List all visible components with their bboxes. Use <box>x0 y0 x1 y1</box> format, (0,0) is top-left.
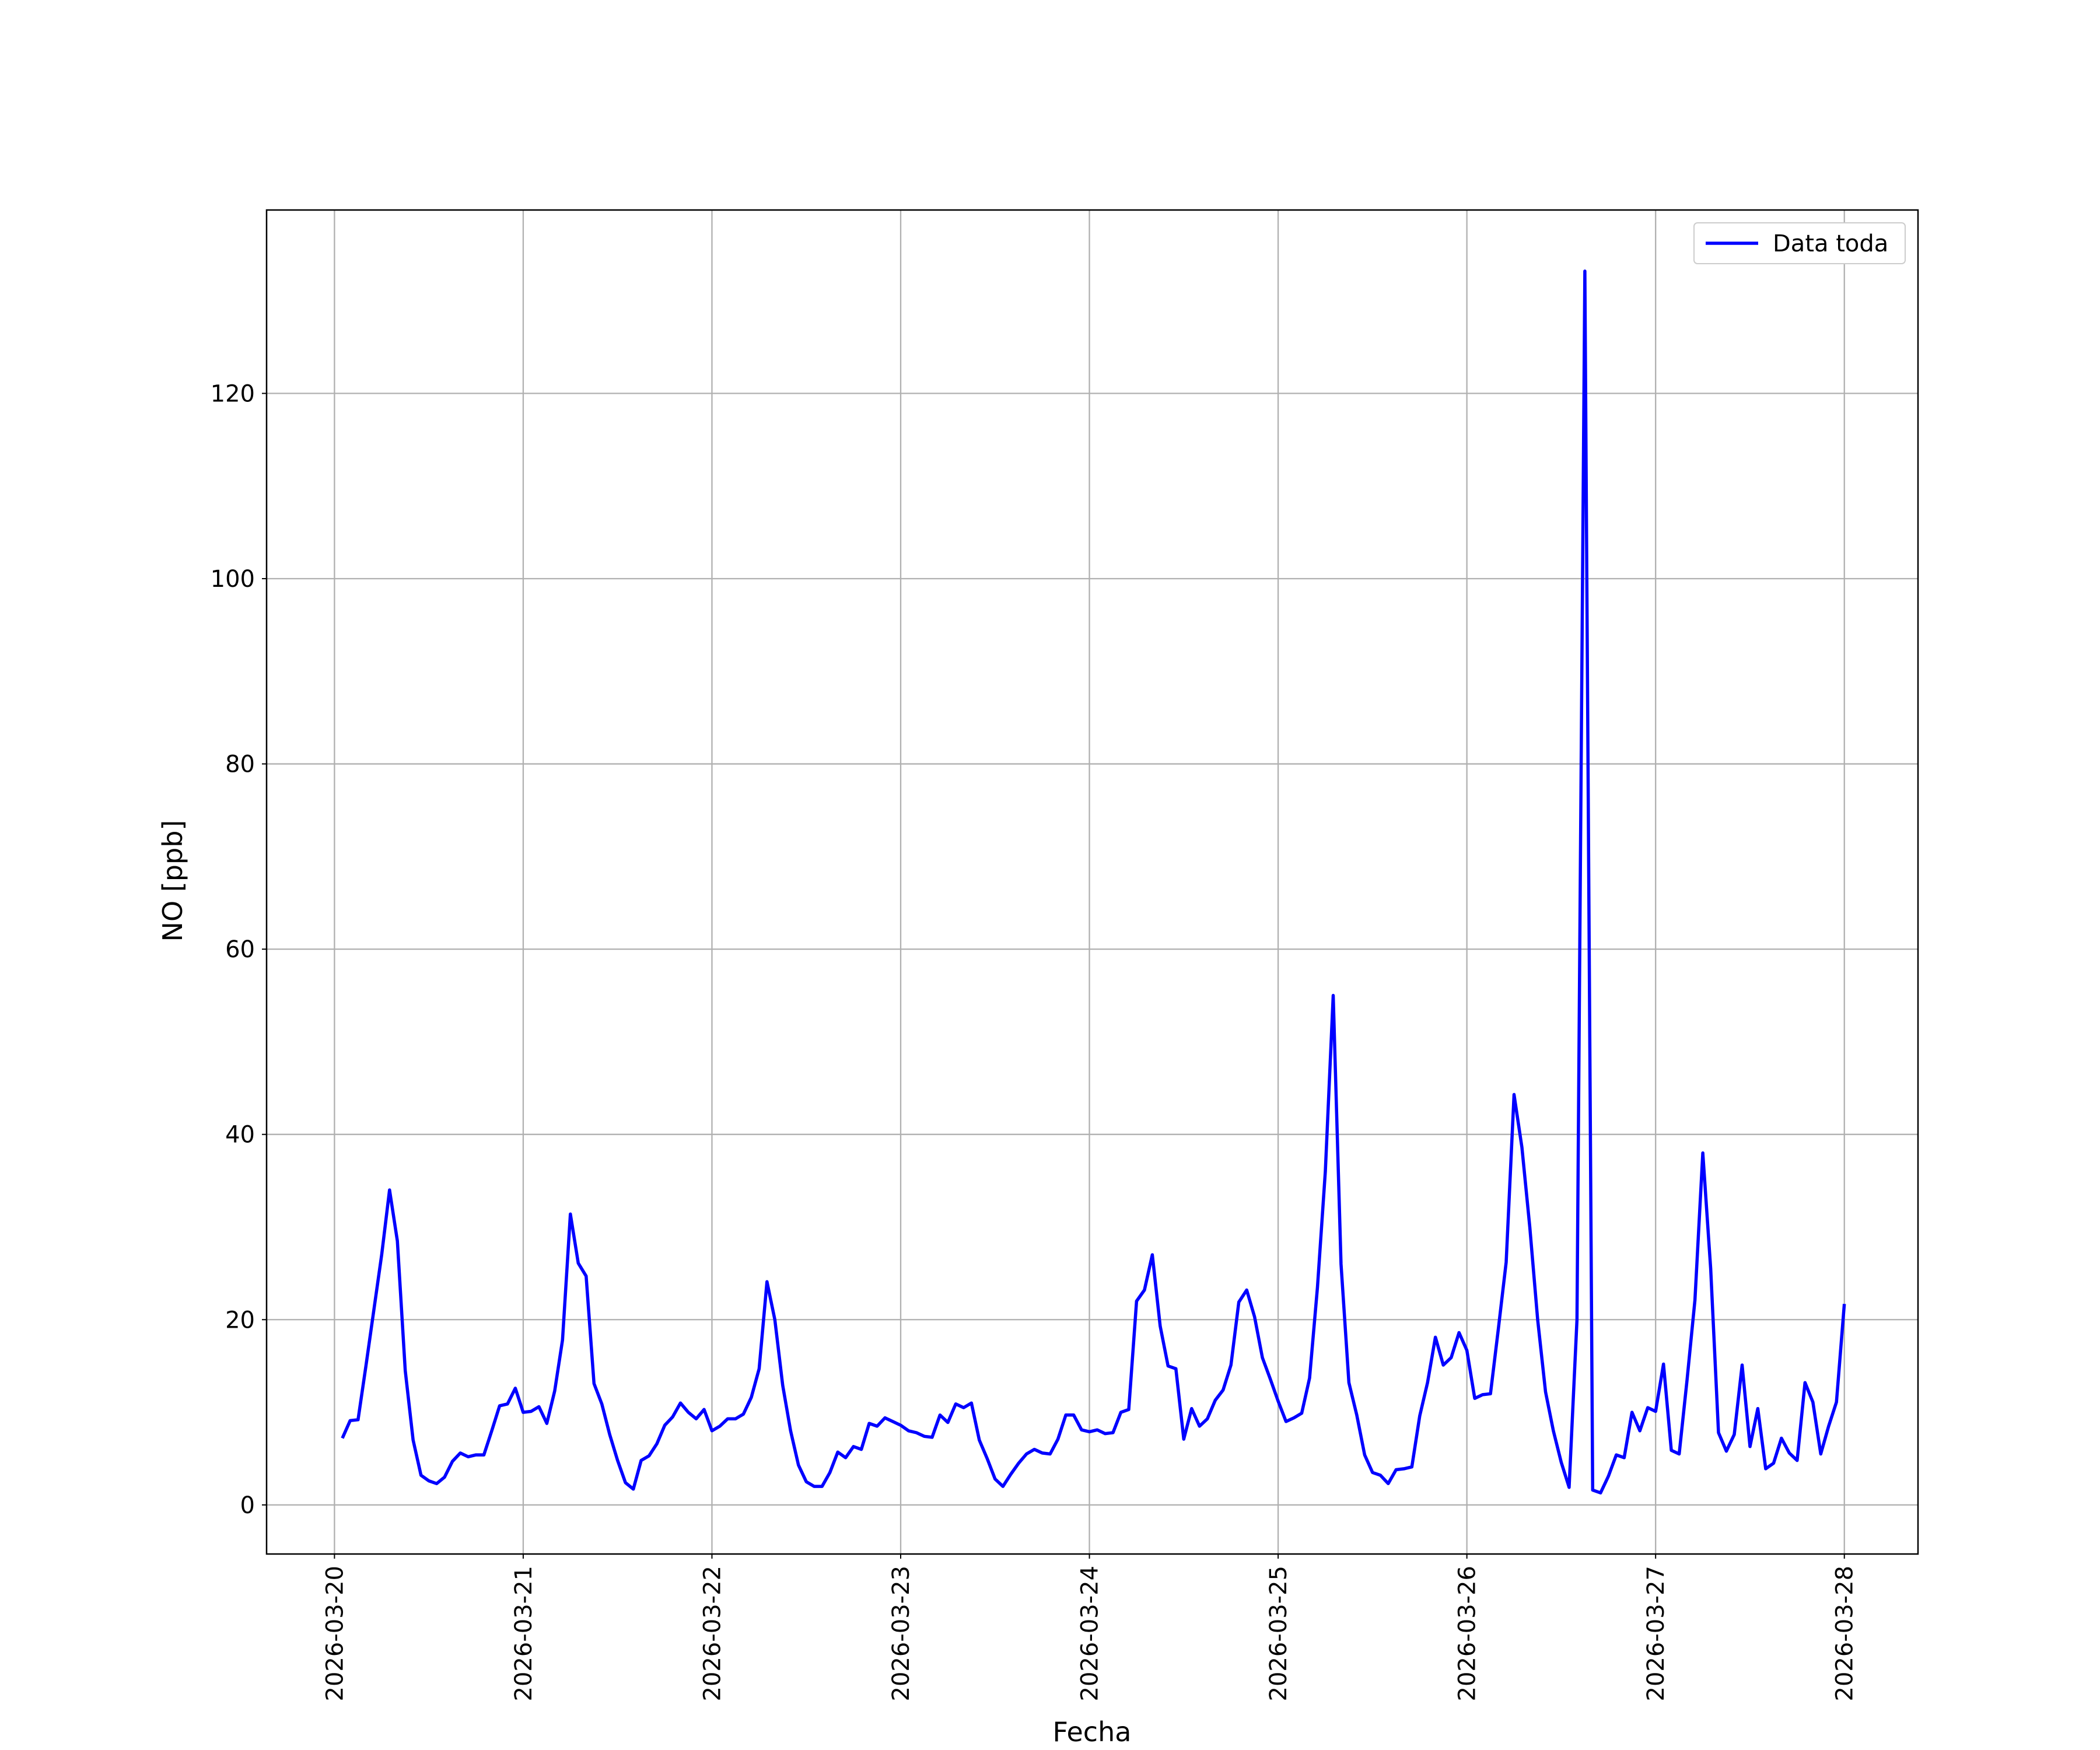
legend-box <box>1693 222 1906 264</box>
x-tick-label: 2026-03-25 <box>1265 1566 1292 1701</box>
x-axis-label: Fecha <box>1053 1716 1132 1748</box>
y-tick-label: 100 <box>211 566 255 593</box>
x-tick-label: 2026-03-27 <box>1643 1566 1670 1701</box>
y-tick-label: 20 <box>225 1307 255 1334</box>
legend: Data toda <box>1693 222 1906 264</box>
data-line <box>341 270 1846 1494</box>
y-tick-label: 40 <box>225 1122 255 1149</box>
y-tick-label: 0 <box>240 1492 255 1519</box>
y-tick-label: 120 <box>211 380 255 407</box>
x-tick-label: 2026-03-26 <box>1454 1566 1481 1701</box>
y-tick-label: 60 <box>225 936 255 963</box>
x-tick-label: 2026-03-23 <box>888 1566 915 1701</box>
plot-frame <box>265 209 1919 1555</box>
y-axis-label: NO [ppb] <box>157 820 188 942</box>
x-tick-label: 2026-03-20 <box>321 1566 348 1701</box>
x-tick-label: 2026-03-24 <box>1077 1566 1104 1701</box>
x-tick-label: 2026-03-21 <box>510 1566 537 1701</box>
x-tick-label: 2026-03-22 <box>699 1566 726 1701</box>
x-tick-label: 2026-03-28 <box>1832 1566 1859 1701</box>
legend-label: Data toda <box>1773 230 1888 257</box>
y-tick-label: 80 <box>225 751 255 778</box>
